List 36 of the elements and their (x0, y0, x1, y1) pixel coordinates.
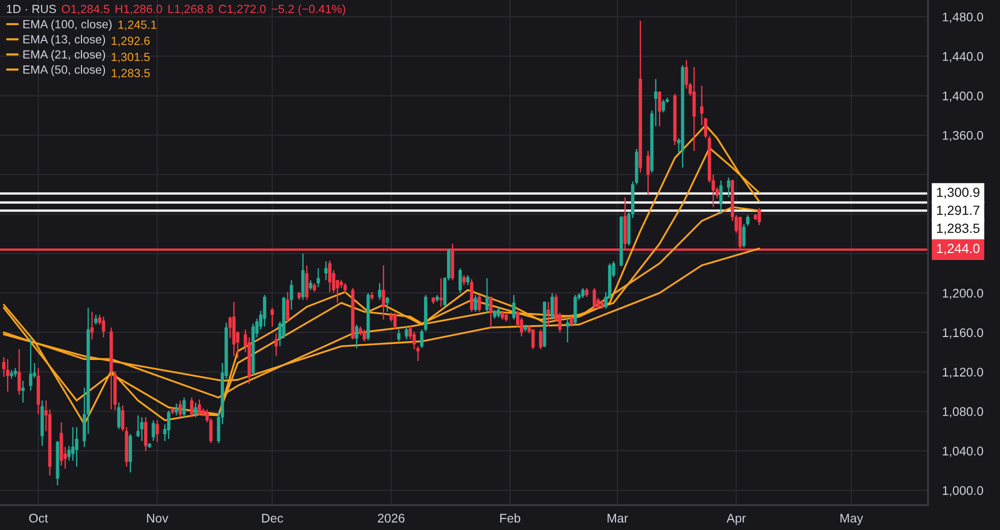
legend-label: EMA (100, close) (23, 20, 112, 31)
legend-label: EMA (21, close) (23, 50, 106, 61)
annotation: H1,286.0 (116, 4, 162, 15)
y-tick-label: 1,120.0 (942, 368, 984, 378)
x-tick-label: Nov (147, 514, 168, 523)
y-tick-label: 1,000.0 (942, 486, 984, 496)
x-tick-label: Feb (500, 513, 520, 523)
x-tick-label: Apr (726, 514, 746, 526)
annotation: 1,245.1 (118, 20, 156, 30)
annotation: 1,301.5 (112, 52, 150, 63)
y-tick-label: 1,040.0 (942, 446, 984, 457)
annotation: −5.2 (−0.41%) (272, 4, 346, 16)
y-tick-label: 1,160.0 (942, 328, 984, 339)
x-tick-label: Mar (608, 514, 628, 523)
y-tick-label: 1,200.0 (942, 288, 984, 300)
x-tick-label: 2026 (378, 514, 404, 523)
annotation: 1,292.6 (112, 36, 150, 46)
ref-line-label: 1,244.0 (937, 244, 980, 255)
x-tick-label: May (840, 514, 864, 526)
y-tick-label: 1,480.0 (942, 12, 984, 23)
y-tick-label: 1,400.0 (942, 91, 984, 102)
annotation: 1D · RUS (6, 4, 56, 14)
legend-label: EMA (13, close) (23, 34, 106, 46)
y-tick-label: 1,360.0 (942, 130, 984, 142)
legend-label: 1,283.5 (937, 224, 980, 235)
y-tick-label: 1,080.0 (942, 407, 984, 418)
annotation: L1,268.8 (168, 4, 213, 15)
annotation: 1,283.5 (112, 68, 150, 79)
ref-line-label: 1,291.7 (937, 206, 980, 217)
legend-label: EMA (50, close) (23, 65, 106, 76)
ref-line-label: 1,300.9 (937, 188, 980, 199)
y-tick-label: 1,440.0 (942, 52, 984, 62)
annotation: O1,284.5 (62, 4, 110, 15)
x-tick-label: Dec (262, 514, 284, 523)
annotation: C1,272.0 (218, 4, 266, 15)
x-tick-label: Oct (29, 514, 48, 523)
